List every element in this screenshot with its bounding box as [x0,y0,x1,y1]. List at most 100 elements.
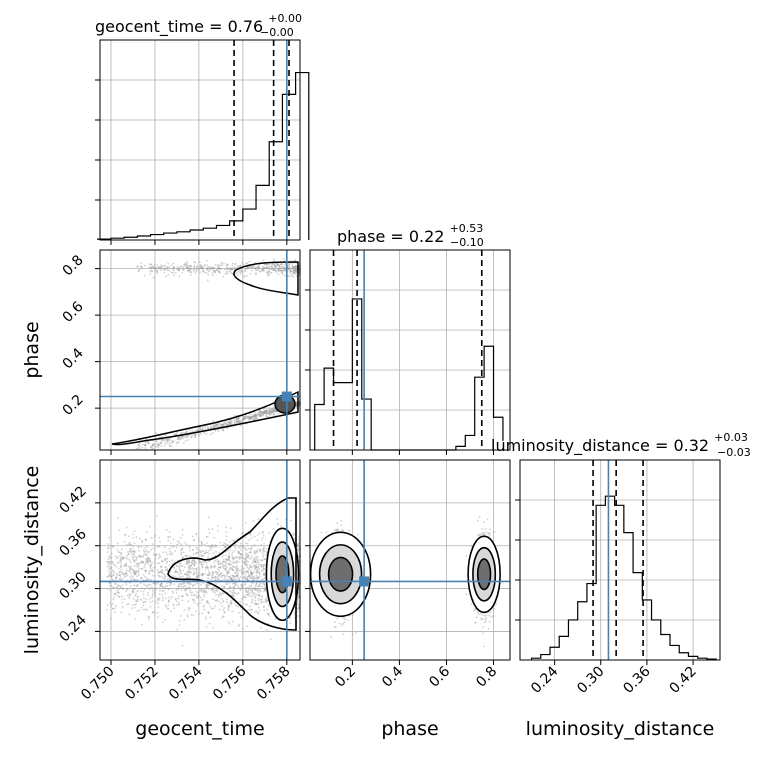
distance-vs-geocent-sample-point [261,570,263,572]
phase-vs-geocent-sample-point [266,263,269,266]
phase-vs-geocent-sample-point [260,411,263,414]
distance-vs-geocent-sample-point [248,564,251,566]
distance-vs-geocent-sample-point [130,579,132,581]
distance-vs-geocent-sample-point [261,536,264,539]
distance-vs-geocent-sample-point [243,583,245,586]
distance-vs-geocent-sample-point [229,563,231,566]
distance-vs-geocent-sample-point [227,609,230,612]
distance-vs-geocent-sample-point [154,591,156,593]
distance-vs-geocent-sample-point [186,582,189,585]
phase-vs-geocent-sample-point [190,265,193,268]
distance-vs-geocent-sample-point [241,567,244,570]
distance-vs-geocent-sample-point [244,591,247,593]
distance-vs-geocent-ytick-label: 0.36 [56,526,89,559]
phase-vs-geocent-sample-point [261,414,264,417]
panel-distance-vs-phase: 0.2 0.4 0.6 0.8 [305,459,511,691]
distance-vs-geocent-sample-point [251,598,254,601]
distance-vs-geocent-sample-point [121,605,124,608]
distance-vs-geocent-sample-point [207,577,210,580]
phase-vs-geocent-sample-point [295,401,298,404]
distance-vs-geocent-sample-point [237,546,240,549]
phase-vs-geocent-sample-point [193,269,195,272]
phase-vs-geocent-sample-point [258,413,261,416]
phase-vs-geocent-sample-point [203,265,205,267]
distance-vs-geocent-sample-point [110,552,113,555]
phase-vs-geocent-sample-point [229,267,232,270]
phase-vs-geocent-sample-point [226,423,228,426]
distance-vs-geocent-sample-point [202,561,205,564]
phase-vs-geocent-sample-point [231,267,234,270]
distance-vs-geocent-sample-point [200,550,203,553]
phase-vs-geocent-sample-point [149,270,152,273]
distance-vs-geocent-sample-point [130,593,132,596]
distance-vs-geocent-sample-point [263,567,265,570]
distance-vs-geocent-sample-point [138,609,141,612]
phase-vs-geocent-sample-point [226,268,229,271]
distance-vs-geocent-sample-point [112,607,114,610]
phase-vs-geocent-sample-point [223,422,225,425]
phase-vs-geocent-sample-point [152,276,155,279]
distance-vs-geocent-sample-point [256,539,259,542]
distance-vs-geocent-sample-point [126,569,128,571]
distance-vs-geocent-sample-point [258,567,261,570]
distance-vs-geocent-sample-point [256,577,259,580]
distance-vs-geocent-sample-point [166,578,169,581]
phase-vs-geocent-sample-point [177,266,180,269]
distance-vs-geocent-sample-point [172,538,175,541]
distance-vs-geocent-sample-point [111,578,114,581]
distance-vs-geocent-sample-point [132,570,135,573]
distance-vs-geocent-sample-point [261,552,264,554]
phase-vs-geocent-sample-point [144,443,147,446]
distance-vs-geocent-sample-point [122,577,124,580]
phase-vs-geocent-sample-point [195,270,198,272]
phase-vs-geocent-sample-point [223,268,226,271]
phase-vs-geocent-sample-point [295,269,297,272]
distance-vs-geocent-sample-point [222,565,224,568]
distance-vs-geocent-sample-point [152,553,155,556]
phase-vs-geocent-sample-point [278,269,280,272]
phase-vs-geocent-sample-point [231,268,233,271]
phase-vs-geocent-sample-point [209,433,212,436]
phase-vs-geocent-sample-point [250,269,253,272]
phase-vs-geocent-sample-point [188,264,191,267]
distance-vs-geocent-sample-point [159,589,161,592]
distance-vs-phase-sample-point [340,624,343,626]
phase-vs-geocent-sample-point [266,266,269,269]
phase-vs-geocent-sample-point [242,263,245,266]
distance-vs-geocent-sample-point [121,557,124,560]
phase-vs-geocent-sample-point [253,414,255,416]
distance-vs-geocent-sample-point [250,548,253,551]
phase-vs-geocent-sample-point [262,413,265,416]
distance-vs-geocent-sample-point [208,587,210,590]
distance-vs-geocent-sample-point [116,589,119,592]
phase-vs-geocent-sample-point [180,435,183,438]
phase-vs-geocent-sample-point [267,270,270,273]
distance-vs-geocent-sample-point [157,602,159,605]
phase-vs-geocent-sample-point [239,269,241,272]
phase-vs-geocent-sample-point [291,264,294,267]
phase-vs-geocent-sample-point [165,275,168,278]
phase-hist-bin [324,368,333,450]
phase-vs-geocent-sample-point [295,265,297,267]
phase-vs-geocent-sample-point [248,260,251,263]
phase-vs-geocent-sample-point [249,415,251,418]
phase-vs-geocent-sample-point [185,264,187,267]
phase-vs-geocent-sample-point [207,266,210,269]
phase-vs-geocent-sample-point [229,268,232,270]
phase-vs-geocent-sample-point [271,409,273,411]
phase-vs-geocent-sample-point [221,423,224,426]
phase-vs-geocent-sample-point [234,414,237,417]
phase-vs-geocent-sample-point [188,267,191,270]
phase-vs-geocent-sample-point [158,267,161,270]
distance-vs-geocent-sample-point [247,586,249,589]
distance-vs-geocent-sample-point [151,570,154,573]
distance-vs-geocent-sample-point [203,591,206,593]
distance-vs-geocent-sample-point [246,625,248,628]
phase-vs-geocent-sample-point [210,425,213,428]
phase-vs-geocent-sample-point [295,267,297,270]
phase-vs-geocent-sample-point [241,269,243,272]
distance-vs-geocent-sample-point [154,534,157,536]
phase-vs-geocent-sample-point [294,268,297,271]
distance-vs-geocent-sample-point [137,598,139,601]
distance-vs-geocent-sample-point [245,521,247,524]
